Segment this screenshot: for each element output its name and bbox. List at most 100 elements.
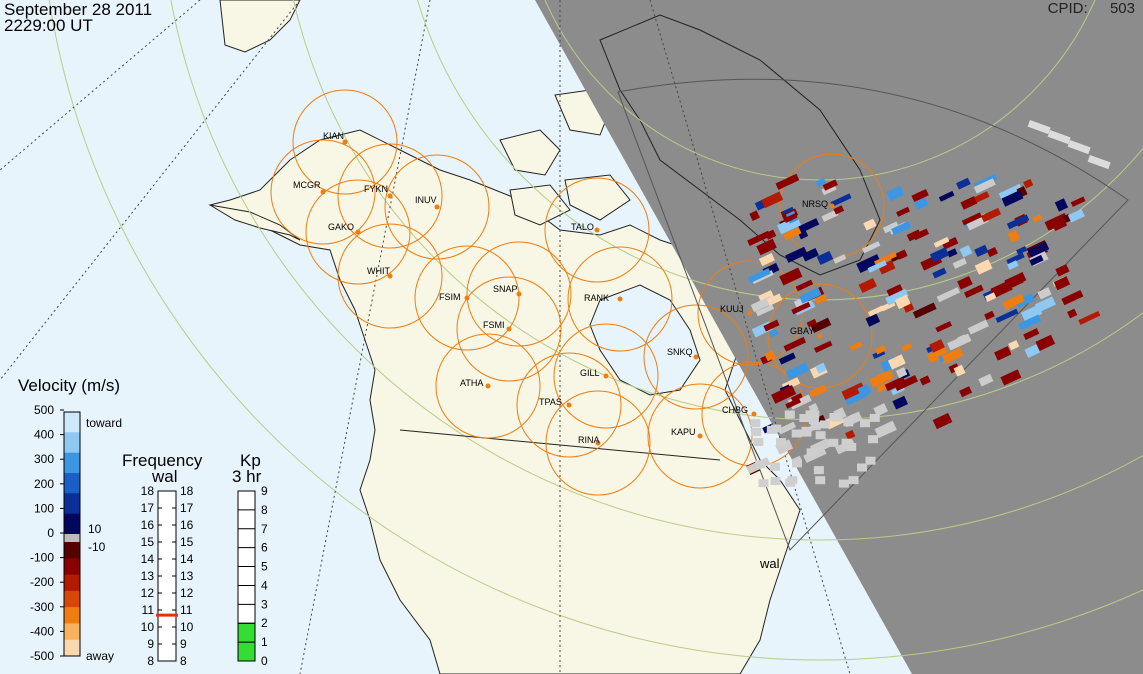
velocity-cell: [980, 207, 1002, 223]
velocity-cell: [1055, 264, 1070, 277]
velocity-cell: [932, 412, 953, 430]
hudson-bay: [589, 284, 701, 396]
fov-ring-tpas: [516, 352, 622, 458]
station-marker-kapu[interactable]: [697, 433, 703, 439]
velocity-cell: [785, 362, 810, 380]
frequency-tick-label: 18: [141, 484, 155, 498]
velocity-cell: [761, 191, 784, 209]
velocity-cell: [815, 362, 827, 374]
frequency-tick-label: 11: [180, 603, 193, 617]
velocity-cell: [896, 206, 910, 217]
ground-scatter-cell: [808, 416, 819, 425]
velocity-cell: [779, 267, 803, 286]
radar-stations: KIAN MCGR FYKN INUV GAKO WHIT FSIM SNAP FSMI RANK…: [293, 131, 835, 446]
velocity-cell: [1054, 198, 1069, 212]
station-marker-nrsq[interactable]: [829, 203, 835, 209]
velocity-cell: [1034, 296, 1056, 313]
ground-scatter-cell: [769, 462, 780, 471]
frequency-tick-label: 12: [141, 586, 155, 600]
velocity-cell: [747, 268, 771, 284]
fov-ring-mcgr: [270, 139, 376, 245]
north-america-landmass: [208, 129, 801, 674]
velocity-cell: [959, 386, 973, 398]
velocity-cell: [961, 212, 983, 226]
velocity-cell: [1027, 241, 1050, 258]
velocity-cell: [984, 310, 995, 321]
station-marker-tpas[interactable]: [566, 402, 572, 408]
velocity-color-swatch: [64, 623, 80, 641]
fov-ring-fsmi: [456, 276, 562, 382]
frequency-tick-label: 15: [141, 535, 155, 549]
station-marker-atha[interactable]: [485, 383, 491, 389]
station-marker-rina[interactable]: [595, 440, 601, 446]
station-marker-rank[interactable]: [617, 296, 623, 302]
date-label: September 28 2011: [4, 0, 153, 19]
station-marker-gako[interactable]: [355, 229, 361, 235]
ground-scatter-cell: [791, 429, 802, 438]
velocity-cell: [974, 259, 993, 275]
velocity-tick-label: -500: [30, 649, 54, 663]
away-label: away: [86, 649, 114, 663]
velocity-cells: [746, 120, 1111, 488]
frequency-tick-label: 17: [141, 501, 155, 515]
velocity-cell: [1008, 340, 1020, 351]
station-marker-kuuj[interactable]: [747, 310, 753, 316]
velocity-cell: [810, 317, 832, 333]
velocity-cell: [947, 333, 972, 351]
velocity-cell: [978, 373, 994, 387]
us-canada-border: [399, 429, 721, 461]
station-marker-talo[interactable]: [594, 227, 600, 233]
station-label-chbg: CHBG: [722, 405, 748, 415]
velocity-cell: [946, 248, 958, 258]
station-marker-fykn[interactable]: [387, 193, 393, 199]
alaska-peninsula: [209, 204, 301, 241]
frequency-tick-label: 18: [180, 484, 194, 498]
velocity-cell: [1052, 220, 1068, 232]
velocity-cell: [914, 197, 929, 210]
velocity-cell: [919, 375, 931, 386]
velocity-cell: [756, 238, 777, 256]
velocity-cell: [911, 188, 929, 203]
station-label-snkq: SNKQ: [667, 347, 693, 357]
station-label-nrsq: NRSQ: [802, 199, 828, 209]
velocity-color-swatch: [64, 574, 80, 592]
station-label-kian: KIAN: [323, 131, 344, 141]
station-marker-fsmi[interactable]: [506, 326, 512, 332]
station-marker-fsim[interactable]: [464, 295, 470, 301]
frequency-tick-label: 9: [147, 637, 154, 651]
kp-tick-label: 0: [261, 654, 268, 668]
station-label-snap: SNAP: [493, 284, 518, 294]
fov-ring-fsim: [414, 245, 520, 351]
velocity-cell: [755, 304, 775, 317]
velocity-cell: [1002, 293, 1025, 310]
ground-scatter-lower-label: -10: [88, 540, 106, 554]
velocity-cell: [856, 254, 882, 273]
station-label-gbay: GBAY: [790, 326, 814, 336]
velocity-cell: [1024, 344, 1041, 358]
station-marker-whit[interactable]: [387, 273, 393, 279]
velocity-cell: [867, 260, 887, 273]
velocity-cell: [1029, 254, 1044, 266]
kp-tick-label: 9: [261, 484, 268, 498]
station-marker-inuv[interactable]: [434, 204, 440, 210]
frequency-scale-title: Frequency: [122, 451, 203, 470]
station-marker-kian[interactable]: [342, 139, 348, 145]
velocity-cell: [1067, 208, 1085, 223]
station-marker-gbay[interactable]: [817, 333, 823, 339]
velocity-tick-label: 400: [34, 428, 54, 442]
station-marker-chbg[interactable]: [751, 411, 757, 417]
station-marker-snkq[interactable]: [693, 354, 699, 360]
velocity-cell: [901, 342, 913, 352]
kp-tick-label: 7: [261, 522, 268, 536]
station-marker-snap[interactable]: [516, 291, 522, 297]
velocity-cell: [816, 250, 834, 265]
station-label-talo: TALO: [571, 222, 594, 232]
fov-ring-kapu: [647, 383, 753, 489]
velocity-cell: [783, 213, 798, 224]
ground-scatter-cell: [806, 448, 817, 457]
velocity-cell: [763, 319, 780, 332]
station-marker-mcgr[interactable]: [320, 189, 326, 195]
station-marker-gill[interactable]: [603, 373, 609, 379]
velocity-cell: [833, 254, 847, 264]
